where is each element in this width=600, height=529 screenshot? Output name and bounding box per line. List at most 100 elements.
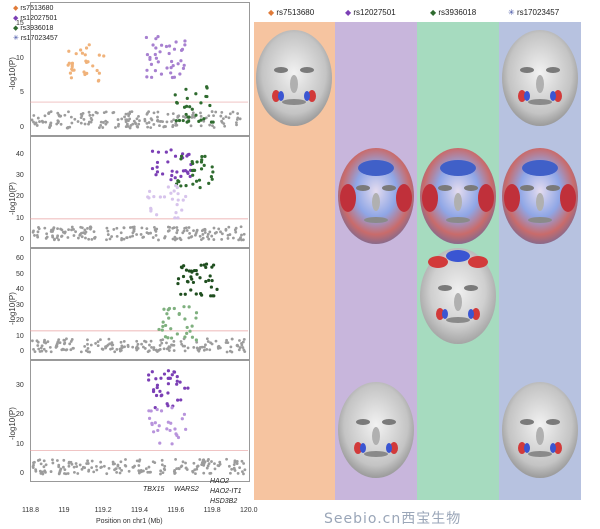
snp-point bbox=[228, 349, 232, 353]
snp-point bbox=[136, 342, 140, 346]
snp-point bbox=[150, 421, 154, 425]
snp-point bbox=[158, 348, 162, 351]
snp-point bbox=[177, 466, 180, 470]
heat-spot bbox=[472, 308, 480, 320]
snp-point bbox=[211, 124, 214, 127]
snp-point bbox=[211, 294, 215, 298]
snp-point bbox=[194, 316, 198, 320]
heat-spot bbox=[428, 256, 448, 268]
snp-point bbox=[202, 263, 206, 267]
snp-point bbox=[141, 236, 145, 239]
snp-point bbox=[155, 213, 159, 217]
snp-point bbox=[186, 386, 190, 390]
snp-point bbox=[101, 126, 105, 129]
snp-point bbox=[36, 340, 40, 344]
snp-point bbox=[80, 231, 83, 235]
face-mouth bbox=[528, 451, 552, 457]
snp-point bbox=[192, 268, 197, 273]
snp-point bbox=[156, 115, 159, 119]
snp-point bbox=[207, 181, 211, 185]
snp-point bbox=[155, 350, 159, 353]
face-mouth bbox=[446, 217, 470, 223]
face-eye bbox=[438, 185, 452, 191]
face-mouth bbox=[364, 451, 388, 457]
snp-point bbox=[86, 226, 89, 230]
snp-point bbox=[135, 459, 139, 463]
heat-spot bbox=[560, 184, 576, 212]
snp-point bbox=[138, 119, 141, 123]
snp-point bbox=[162, 307, 166, 311]
y-tick-label: 5 bbox=[20, 89, 24, 97]
snp-point bbox=[231, 110, 235, 114]
snp-point bbox=[199, 111, 202, 115]
snp-point bbox=[202, 163, 206, 167]
snp-point bbox=[169, 421, 173, 425]
snp-point bbox=[155, 160, 160, 165]
snp-point bbox=[78, 463, 82, 467]
snp-point bbox=[162, 467, 166, 471]
snp-point bbox=[107, 466, 111, 470]
snp-point bbox=[230, 337, 234, 341]
snp-point bbox=[211, 120, 215, 124]
y-tick-label: 40 bbox=[16, 286, 24, 294]
snp-point bbox=[130, 110, 134, 114]
snp-point bbox=[33, 460, 36, 464]
snp-point bbox=[122, 237, 126, 241]
snp-point bbox=[156, 35, 160, 39]
y-tick-label: 30 bbox=[16, 172, 24, 179]
snp-point bbox=[185, 229, 189, 232]
snp-point bbox=[89, 227, 92, 231]
snp-point bbox=[84, 236, 87, 240]
snp-point bbox=[199, 167, 204, 171]
snp-point bbox=[184, 427, 188, 431]
snp-point bbox=[183, 344, 186, 348]
snp-point bbox=[191, 469, 194, 473]
snp-point bbox=[205, 347, 209, 351]
snp-point bbox=[213, 467, 217, 471]
heat-spot bbox=[304, 91, 310, 101]
snp-point bbox=[166, 336, 170, 340]
snp-point bbox=[70, 228, 73, 232]
snp-point bbox=[154, 37, 158, 41]
snp-point bbox=[58, 114, 62, 118]
snp-point bbox=[59, 122, 63, 126]
snp-point bbox=[166, 404, 170, 408]
snp-point bbox=[181, 115, 185, 118]
snp-point bbox=[94, 342, 97, 345]
snp-point bbox=[201, 232, 205, 236]
snp-point bbox=[80, 51, 85, 55]
snp-point bbox=[111, 347, 114, 350]
snp-point bbox=[101, 121, 105, 124]
snp-point bbox=[175, 379, 179, 383]
heat-spot bbox=[272, 90, 280, 102]
heat-spot bbox=[358, 160, 394, 176]
snp-point bbox=[175, 375, 179, 379]
snp-point bbox=[115, 234, 119, 238]
snp-point bbox=[181, 274, 186, 279]
snp-point bbox=[179, 340, 183, 343]
snp-point bbox=[179, 59, 183, 63]
snp-point bbox=[37, 226, 40, 229]
snp-point bbox=[83, 344, 87, 348]
snp-point bbox=[207, 278, 211, 283]
snp-point bbox=[84, 59, 88, 63]
y-tick-label: 15 bbox=[16, 19, 24, 27]
snp-point bbox=[76, 120, 80, 123]
snp-point bbox=[97, 126, 101, 130]
snp-point bbox=[171, 64, 175, 68]
snp-point bbox=[195, 465, 199, 469]
snp-point bbox=[227, 225, 231, 229]
snp-point bbox=[176, 114, 180, 118]
snp-point bbox=[172, 47, 177, 51]
snp-point bbox=[149, 117, 153, 121]
snp-point bbox=[76, 472, 80, 475]
snp-point bbox=[175, 382, 179, 386]
snp-point bbox=[32, 463, 35, 467]
snp-point bbox=[197, 119, 201, 123]
snp-point bbox=[219, 230, 222, 234]
y-tick-label: 0 bbox=[20, 124, 24, 131]
snp-point bbox=[182, 63, 186, 67]
snp-point bbox=[229, 345, 233, 349]
snp-point bbox=[229, 471, 232, 475]
snp-point bbox=[152, 123, 156, 126]
